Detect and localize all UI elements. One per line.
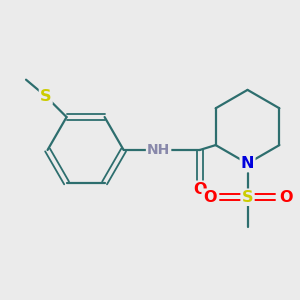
Text: O: O xyxy=(193,182,206,197)
Text: NH: NH xyxy=(147,143,170,157)
Text: O: O xyxy=(279,190,292,205)
Text: S: S xyxy=(242,190,253,205)
Text: O: O xyxy=(203,190,216,205)
Text: N: N xyxy=(241,156,254,171)
Text: S: S xyxy=(40,89,52,104)
